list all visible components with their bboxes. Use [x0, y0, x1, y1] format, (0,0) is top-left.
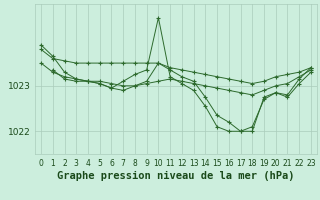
X-axis label: Graphe pression niveau de la mer (hPa): Graphe pression niveau de la mer (hPa) [57, 171, 295, 181]
